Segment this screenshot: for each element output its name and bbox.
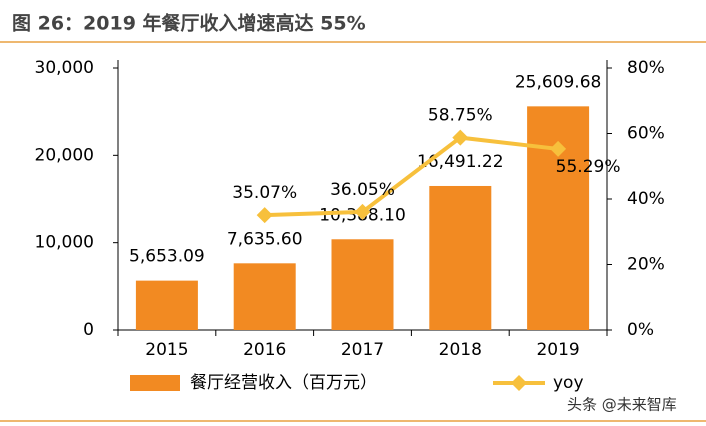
y-tick-label: 10,000 [35, 233, 94, 253]
legend-label: 餐厅经营收入（百万元） [190, 373, 377, 393]
line-marker [354, 203, 371, 220]
y-tick-label: 0 [83, 320, 94, 340]
bar [527, 106, 590, 330]
x-tick-label: 2017 [341, 340, 384, 360]
y2-tick-label: 60% [627, 124, 665, 144]
x-tick-label: 2015 [145, 340, 188, 360]
y2-tick-label: 40% [627, 189, 665, 209]
y2-tick-label: 0% [627, 320, 654, 340]
line-value-label: 36.05% [330, 180, 395, 200]
bar [135, 280, 198, 330]
legend-swatch [130, 375, 180, 391]
y-tick-label: 20,000 [35, 145, 94, 165]
watermark: 头条 @未来智库 [567, 396, 677, 414]
bar-value-label: 16,491.22 [417, 152, 504, 172]
bar [233, 263, 296, 330]
x-tick-label: 2019 [536, 340, 579, 360]
line-marker [550, 140, 567, 157]
line-value-label: 55.29% [556, 157, 621, 177]
bar [331, 239, 394, 330]
bar-value-label: 5,653.09 [129, 247, 205, 267]
bar [429, 185, 492, 330]
line-marker [256, 207, 273, 224]
y2-tick-label: 80% [627, 58, 665, 78]
line-marker [452, 129, 469, 146]
line [264, 135, 559, 218]
legend-label: yoy [553, 373, 584, 393]
legend-marker [511, 375, 527, 391]
x-tick-label: 2018 [439, 340, 482, 360]
bar-value-label: 7,635.60 [227, 229, 303, 249]
x-tick-label: 2016 [243, 340, 286, 360]
line-value-label: 35.07% [232, 183, 297, 203]
y-tick-label: 30,000 [35, 58, 94, 78]
y2-tick-label: 20% [627, 255, 665, 275]
line-value-label: 58.75% [428, 106, 493, 126]
chart-title: 图 26：2019 年餐厅收入增速高达 55% [12, 12, 366, 35]
bar-value-label: 25,609.68 [515, 72, 602, 92]
